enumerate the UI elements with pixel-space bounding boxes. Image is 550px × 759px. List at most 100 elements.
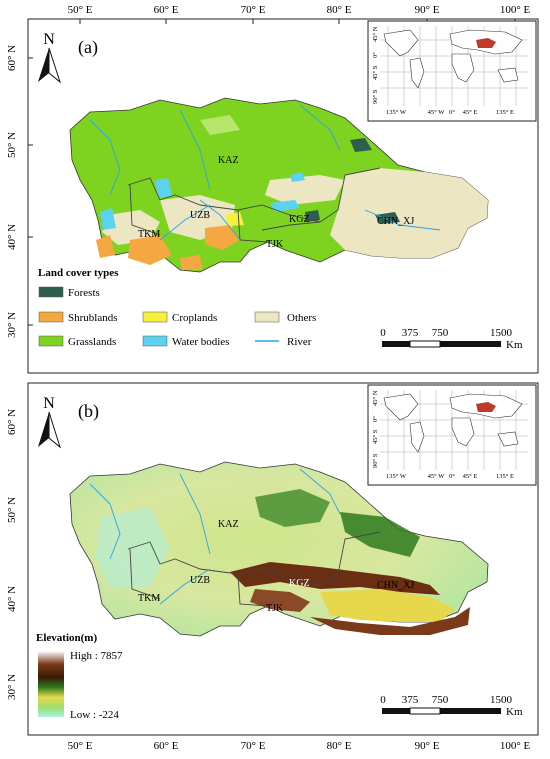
lon-tick-90: 90° E xyxy=(415,4,440,16)
svg-text:100° E: 100° E xyxy=(500,740,531,752)
svg-text:70° E: 70° E xyxy=(241,740,266,752)
svg-text:45° N: 45° N xyxy=(372,26,379,42)
elevation-map-svg: 50° E 60° E 70° E 80° E 90° E 100° E 50°… xyxy=(6,381,539,752)
svg-text:40° N: 40° N xyxy=(6,586,18,612)
svg-text:KAZ: KAZ xyxy=(218,519,239,530)
lat-tick-30: 30° N xyxy=(6,312,18,338)
inset-world-map-b: 45° N 0° 45° S 90° S 135° W 45° W 0° 45°… xyxy=(367,384,537,486)
legend-item-grasslands: Grasslands xyxy=(38,335,116,348)
svg-text:TJK: TJK xyxy=(266,603,284,614)
country-label-chn-xj: CHN_XJ xyxy=(377,216,414,227)
svg-text:CHN_XJ: CHN_XJ xyxy=(377,580,414,591)
country-label-kgz: KGZ xyxy=(289,214,310,225)
legend-item-croplands: Croplands xyxy=(142,311,217,324)
svg-text:90° S: 90° S xyxy=(372,89,379,104)
svg-text:750: 750 xyxy=(432,327,449,339)
svg-text:Km: Km xyxy=(506,706,523,718)
left-latitude-ticks-b: 60° N 50° N 40° N 30° N xyxy=(6,409,18,700)
legend-item-shrublands: Shrublands xyxy=(38,311,118,324)
svg-text:30° N: 30° N xyxy=(6,674,18,700)
svg-text:0°: 0° xyxy=(372,416,379,422)
elevation-legend: Elevation(m) High : 7857 Low : -224 xyxy=(36,632,123,721)
legend-title: Land cover types xyxy=(38,267,119,279)
scale-bar: 0 375 750 1500 Km xyxy=(380,327,523,351)
svg-text:45° E: 45° E xyxy=(463,473,478,480)
elevation-legend-title: Elevation(m) xyxy=(36,632,97,644)
svg-text:50° E: 50° E xyxy=(68,740,93,752)
svg-text:Forests: Forests xyxy=(68,287,100,299)
land-cover-legend: Land cover types Forests Shrublands Gras… xyxy=(38,267,316,348)
country-labels-b: KAZ UZB KGZ TKM TJK CHN_XJ xyxy=(138,519,414,614)
svg-text:45° E: 45° E xyxy=(463,109,478,116)
svg-text:135° E: 135° E xyxy=(496,473,514,480)
north-arrow-icon: N xyxy=(38,31,61,84)
svg-text:45° W: 45° W xyxy=(428,473,446,480)
lat-tick-40: 40° N xyxy=(6,224,18,250)
svg-text:Croplands: Croplands xyxy=(172,312,217,324)
svg-text:45° W: 45° W xyxy=(428,109,446,116)
svg-text:Water bodies: Water bodies xyxy=(172,336,229,348)
elevation-color-ramp xyxy=(38,651,64,717)
svg-text:1500: 1500 xyxy=(490,694,513,706)
svg-text:45° S: 45° S xyxy=(372,429,379,444)
svg-text:N: N xyxy=(43,395,55,412)
north-label: N xyxy=(43,31,55,48)
lat-tick-60: 60° N xyxy=(6,45,18,71)
svg-text:0°: 0° xyxy=(449,473,455,480)
svg-text:Others: Others xyxy=(287,312,316,324)
svg-text:750: 750 xyxy=(432,694,449,706)
country-borders-b xyxy=(127,531,381,607)
svg-text:375: 375 xyxy=(402,327,419,339)
svg-text:90° E: 90° E xyxy=(415,740,440,752)
elevation-low-label: Low : -224 xyxy=(70,709,119,721)
svg-text:Grasslands: Grasslands xyxy=(68,336,116,348)
svg-text:0: 0 xyxy=(380,694,386,706)
lon-tick-80: 80° E xyxy=(327,4,352,16)
inset-lon-labels: 135° W 45° W 0° 45° E 135° E xyxy=(386,109,514,116)
inset-world-map: 45° N 0° 45° S 90° S 135° W 45° W 0° 45°… xyxy=(367,20,537,122)
svg-text:375: 375 xyxy=(402,694,419,706)
inset-lat-labels: 45° N 0° 45° S 90° S xyxy=(372,26,379,104)
legend-item-others: Others xyxy=(254,311,316,324)
svg-text:Shrublands: Shrublands xyxy=(68,312,118,324)
legend-item-river: River xyxy=(255,336,312,348)
svg-text:0: 0 xyxy=(380,327,386,339)
top-longitude-ticks: 50° E 60° E 70° E 80° E 90° E 100° E xyxy=(68,4,531,16)
svg-text:135° W: 135° W xyxy=(386,473,407,480)
lon-tick-60: 60° E xyxy=(154,4,179,16)
svg-text:UZB: UZB xyxy=(190,575,210,586)
lon-tick-100: 100° E xyxy=(500,4,531,16)
country-labels: KAZ UZB KGZ TKM TJK CHN_XJ xyxy=(138,155,414,250)
panel-b-elevation-map: 50° E 60° E 70° E 80° E 90° E 100° E 50°… xyxy=(0,377,550,754)
lon-tick-70: 70° E xyxy=(241,4,266,16)
country-label-tkm: TKM xyxy=(138,229,160,240)
lat-tick-50: 50° N xyxy=(6,132,18,158)
svg-text:135° E: 135° E xyxy=(496,109,514,116)
svg-text:90° S: 90° S xyxy=(372,453,379,468)
panel-label-b: (b) xyxy=(78,401,99,422)
legend-item-forests: Forests xyxy=(38,286,100,299)
land-cover-map-svg: 50° E 60° E 70° E 80° E 90° E 100° E 60°… xyxy=(6,4,539,374)
svg-text:TKM: TKM xyxy=(138,593,160,604)
svg-text:135° W: 135° W xyxy=(386,109,407,116)
country-borders xyxy=(127,167,381,243)
panel-label: (a) xyxy=(78,37,98,58)
rivers xyxy=(89,104,441,241)
svg-text:0°: 0° xyxy=(449,109,455,116)
svg-text:60° E: 60° E xyxy=(154,740,179,752)
svg-text:80° E: 80° E xyxy=(327,740,352,752)
north-arrow-icon-b: N xyxy=(38,395,61,449)
rivers-b xyxy=(89,468,341,605)
svg-text:Km: Km xyxy=(506,339,523,351)
svg-text:45° S: 45° S xyxy=(372,65,379,80)
country-label-tjk: TJK xyxy=(266,239,284,250)
elevation-high-label: High : 7857 xyxy=(70,650,123,662)
svg-text:45° N: 45° N xyxy=(372,390,379,406)
panel-a-land-cover-map: 50° E 60° E 70° E 80° E 90° E 100° E 60°… xyxy=(0,0,550,377)
svg-text:50° N: 50° N xyxy=(6,497,18,523)
country-label-uzb: UZB xyxy=(190,210,210,221)
svg-text:0°: 0° xyxy=(372,52,379,58)
study-area-highlight-b xyxy=(476,402,496,412)
svg-text:60° N: 60° N xyxy=(6,409,18,435)
scale-bar-b: 0 375 750 1500 Km xyxy=(380,694,523,718)
